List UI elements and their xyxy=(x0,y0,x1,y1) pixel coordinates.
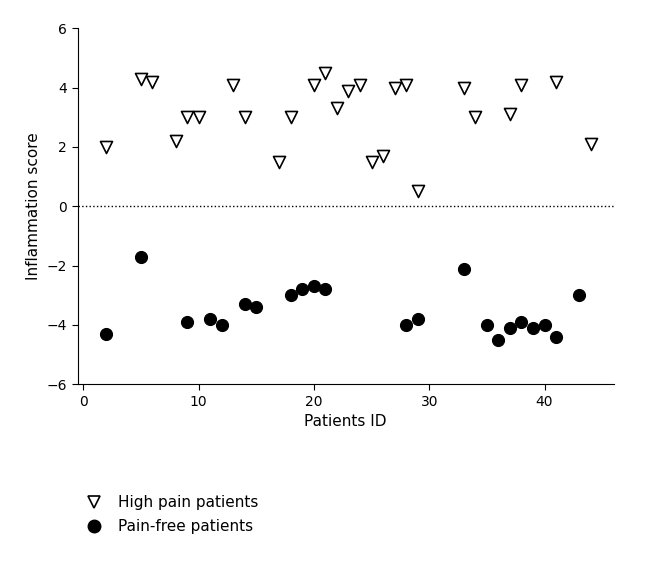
Point xyxy=(309,282,319,291)
Point xyxy=(413,187,423,196)
Point xyxy=(505,110,515,119)
Point xyxy=(494,335,504,344)
Point xyxy=(413,314,423,323)
Point xyxy=(240,113,250,122)
Point xyxy=(459,83,469,92)
Point xyxy=(182,113,193,122)
Point xyxy=(136,252,146,261)
Point xyxy=(505,323,515,332)
Point xyxy=(355,80,365,89)
Point xyxy=(378,151,388,160)
Point xyxy=(366,157,377,166)
Point xyxy=(147,77,158,86)
Point xyxy=(390,83,400,92)
X-axis label: Patients ID: Patients ID xyxy=(304,414,387,429)
Point xyxy=(585,140,596,149)
Point xyxy=(136,74,146,83)
Point xyxy=(516,80,526,89)
Point xyxy=(551,77,561,86)
Point xyxy=(470,113,481,122)
Point xyxy=(343,86,353,95)
Point xyxy=(309,80,319,89)
Point xyxy=(274,157,284,166)
Point xyxy=(286,291,296,300)
Point xyxy=(401,320,412,329)
Point xyxy=(286,113,296,122)
Point xyxy=(539,320,550,329)
Point xyxy=(297,285,307,294)
Point xyxy=(320,285,331,294)
Y-axis label: Inflammation score: Inflammation score xyxy=(26,132,41,280)
Point xyxy=(193,113,203,122)
Point xyxy=(320,68,331,77)
Point xyxy=(101,142,112,151)
Point xyxy=(205,314,215,323)
Point xyxy=(528,323,538,332)
Legend: High pain patients, Pain-free patients: High pain patients, Pain-free patients xyxy=(72,489,265,540)
Point xyxy=(516,318,526,327)
Point xyxy=(574,291,584,300)
Point xyxy=(551,332,561,341)
Point xyxy=(240,299,250,308)
Point xyxy=(216,320,227,329)
Point xyxy=(459,264,469,273)
Point xyxy=(482,320,492,329)
Point xyxy=(251,303,262,312)
Point xyxy=(101,329,112,338)
Point xyxy=(332,104,342,113)
Point xyxy=(182,318,193,327)
Point xyxy=(401,80,412,89)
Point xyxy=(171,137,181,146)
Point xyxy=(228,80,238,89)
